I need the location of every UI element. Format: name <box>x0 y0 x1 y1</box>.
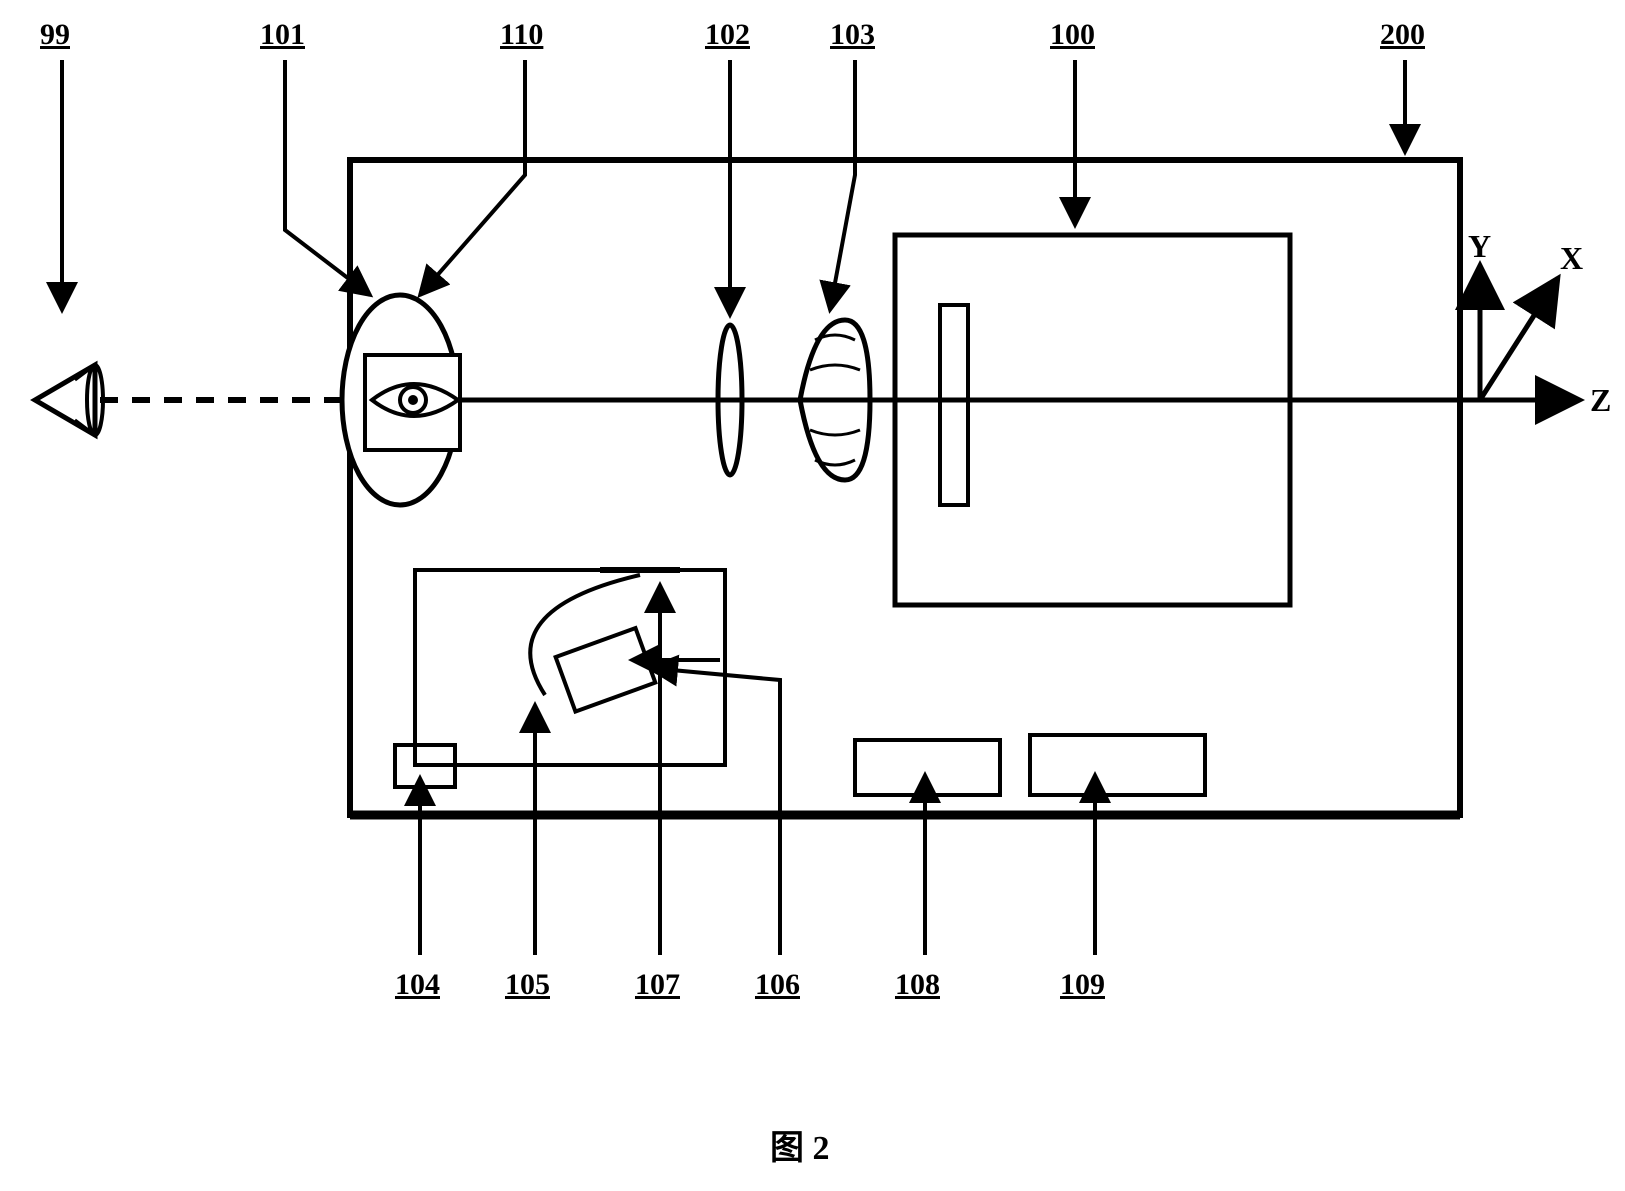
label-106: 106 <box>755 968 800 1002</box>
leader-101 <box>285 60 370 295</box>
enclosure-box <box>350 160 1460 815</box>
label-104: 104 <box>395 968 440 1002</box>
axis-z-label: Z <box>1590 382 1611 419</box>
label-200: 200 <box>1380 18 1425 52</box>
label-109: 109 <box>1060 968 1105 1002</box>
axis-x-label: X <box>1560 240 1583 277</box>
box-108 <box>855 740 1000 795</box>
target-object <box>35 365 103 435</box>
box-109 <box>1030 735 1205 795</box>
label-102: 102 <box>705 18 750 52</box>
axis-y-label: Y <box>1468 228 1491 265</box>
leader-110 <box>420 60 525 295</box>
label-110: 110 <box>500 18 543 52</box>
rotated-component <box>556 628 656 712</box>
display-slit <box>940 305 968 505</box>
label-105: 105 <box>505 968 550 1002</box>
figure-caption: 图 2 <box>770 1120 830 1169</box>
label-107: 107 <box>635 968 680 1002</box>
label-108: 108 <box>895 968 940 1002</box>
label-101: 101 <box>260 18 305 52</box>
leader-103 <box>830 60 855 310</box>
label-103: 103 <box>830 18 875 52</box>
optical-diagram: 99 101 110 102 103 100 200 104 105 107 1… <box>0 0 1625 1191</box>
x-axis <box>1480 278 1558 400</box>
label-99: 99 <box>40 18 70 52</box>
label-100: 100 <box>1050 18 1095 52</box>
display-unit <box>895 235 1290 605</box>
curve-arrow <box>530 575 640 695</box>
diagram-svg <box>0 0 1625 1191</box>
